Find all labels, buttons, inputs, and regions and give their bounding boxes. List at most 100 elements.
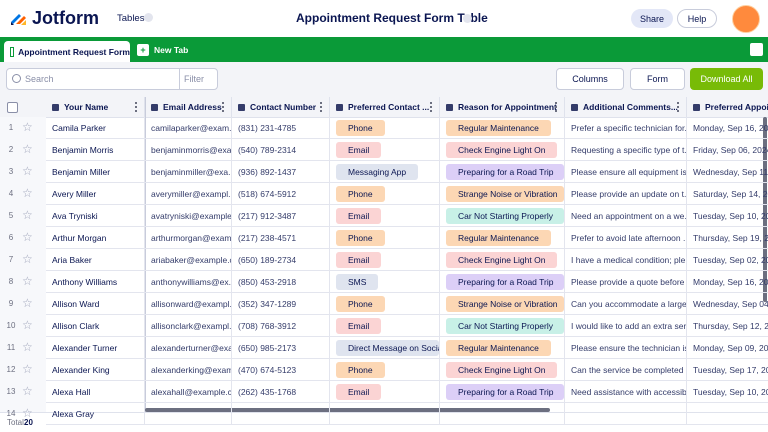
row-star[interactable]: ☆ [22, 120, 33, 134]
name-text: Ava Tryniski [52, 210, 98, 221]
comment-text: Please ensure the technician is... [571, 342, 687, 353]
row-star[interactable]: ☆ [22, 252, 33, 266]
download-button[interactable]: Download All [690, 68, 763, 90]
column-menu[interactable] [320, 102, 324, 112]
date-cell: Monday, Sep 16, 2024 [687, 271, 768, 293]
row-star[interactable]: ☆ [22, 340, 33, 354]
column-menu[interactable] [430, 102, 434, 112]
share-button[interactable]: Share [631, 9, 673, 28]
row-number: 13 [6, 387, 16, 396]
tab[interactable]: Appointment Request Form [4, 41, 130, 62]
row-star[interactable]: ☆ [22, 186, 33, 200]
email-text: allisonclark@exampl... [151, 320, 232, 331]
column-header[interactable]: Contact Number [232, 97, 330, 117]
reason-tag: Strange Noise or Vibration [446, 295, 564, 312]
contact-tag: Phone [336, 119, 385, 136]
column-menu[interactable] [135, 102, 139, 112]
contact-tag: Email [336, 383, 382, 400]
contact-tag: Email [336, 207, 382, 224]
name-text: Avery Miller [52, 188, 97, 199]
download-label: Download All [700, 74, 753, 84]
row-star[interactable]: ☆ [22, 406, 33, 420]
column-header[interactable]: Additional Comments... [565, 97, 687, 117]
column-header[interactable]: Preferred Appointm [687, 97, 768, 117]
reason-tag: Preparing for a Road Trip [446, 273, 564, 290]
row-star[interactable]: ☆ [22, 318, 33, 332]
new-tab[interactable]: New Tab [154, 45, 189, 55]
column-menu[interactable] [555, 102, 559, 112]
name-cell: Arthur Morgan [46, 227, 145, 249]
row-number: 1 [8, 123, 14, 132]
column-header[interactable]: Reason for Appointment [440, 97, 565, 117]
row-number: 12 [6, 365, 16, 374]
reason-tag: Strange Noise or Vibration [446, 185, 564, 202]
email-text: alexahall@example.c... [151, 386, 232, 397]
column-header[interactable]: Preferred Contact ... [330, 97, 440, 117]
email-text: alexanderturner@exa... [151, 342, 232, 353]
column-icon [571, 103, 578, 111]
v-scrollbar[interactable] [763, 117, 767, 302]
date-cell: Monday, Sep 09, 2024 [687, 337, 768, 359]
email-cell: avatryniski@example... [145, 205, 232, 227]
row-star[interactable]: ☆ [22, 208, 33, 222]
tab-menu[interactable] [750, 43, 763, 56]
search-box[interactable] [6, 68, 218, 90]
name-text: Benjamin Morris [52, 144, 114, 155]
date-cell: Wednesday, Sep 11, 2024 [687, 161, 768, 183]
contact-cell: Phone [330, 359, 440, 381]
phone-text: (470) 674-5123 [238, 364, 297, 375]
column-header[interactable]: Email Address [145, 97, 232, 117]
tables-menu[interactable]: Tables [117, 13, 145, 24]
date-cell: Thursday, Sep 19, 2024 [687, 227, 768, 249]
date-text: Monday, Sep 09, 2024 [693, 342, 768, 353]
email-cell: arthurmorgan@exam... [145, 227, 232, 249]
table-header [0, 97, 768, 118]
title-caret[interactable] [463, 14, 472, 23]
form-button[interactable]: Form [630, 68, 685, 90]
email-cell: allisonclark@exampl... [145, 315, 232, 337]
name-cell: Ava Tryniski [46, 205, 145, 227]
comment-cell: Can the service be completed ... [565, 359, 687, 381]
total-count: 20 [24, 418, 33, 427]
row-star[interactable]: ☆ [22, 230, 33, 244]
row-number: 4 [8, 189, 14, 198]
email-text: arthurmorgan@exam... [151, 232, 232, 243]
comment-text: I would like to add an extra ser... [571, 320, 687, 331]
date-cell [687, 403, 768, 425]
phone-cell: (217) 912-3487 [232, 205, 330, 227]
reason-tag: Regular Maintenance [446, 119, 551, 136]
filter-button[interactable]: Filter [184, 74, 204, 84]
row-star[interactable]: ☆ [22, 296, 33, 310]
name-text: Allison Ward [52, 298, 100, 309]
row-star[interactable]: ☆ [22, 362, 33, 376]
contact-cell [330, 403, 440, 425]
column-header[interactable]: Your Name [46, 97, 145, 117]
avatar[interactable] [732, 5, 760, 33]
email-cell: alexahall@example.c... [145, 381, 232, 403]
new-tab-icon[interactable]: + [137, 44, 149, 56]
name-cell: Camila Parker [46, 117, 145, 139]
select-all[interactable] [7, 102, 18, 113]
column-menu[interactable] [222, 102, 226, 112]
row-star[interactable]: ☆ [22, 164, 33, 178]
name-cell: Allison Ward [46, 293, 145, 315]
name-cell: Anthony Williams [46, 271, 145, 293]
phone-text: (262) 435-1768 [238, 386, 297, 397]
help-button[interactable]: Help [677, 9, 717, 28]
date-text: Monday, Sep 16, 2024 [693, 122, 768, 133]
column-menu[interactable] [677, 102, 681, 112]
comment-text: Please provide an update on t... [571, 188, 687, 199]
date-text: Thursday, Sep 19, 2024 [693, 232, 768, 243]
contact-cell: Messaging App [330, 161, 440, 183]
row-star[interactable]: ☆ [22, 142, 33, 156]
phone-text: (518) 674-5912 [238, 188, 297, 199]
row-star[interactable]: ☆ [22, 274, 33, 288]
phone-text: (650) 189-2734 [238, 254, 297, 265]
columns-button[interactable]: Columns [556, 68, 624, 90]
row-star[interactable]: ☆ [22, 384, 33, 398]
name-cell: Alexa Gray [46, 403, 145, 425]
comment-cell: Prefer to avoid late afternoon ... [565, 227, 687, 249]
reason-tag: Check Engine Light On [446, 361, 558, 378]
h-scrollbar[interactable] [145, 408, 550, 412]
tables-caret[interactable] [144, 13, 153, 22]
